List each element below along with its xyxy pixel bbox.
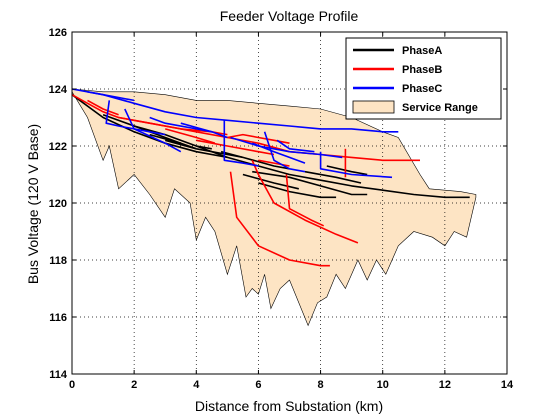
phaseb-line — [196, 139, 275, 156]
legend-label-phasea: PhaseA — [402, 45, 442, 57]
phasea-line — [258, 182, 337, 199]
y-tick-label: 126 — [49, 27, 67, 39]
phasec-line — [276, 139, 315, 153]
phasec-line — [251, 142, 306, 164]
phasea-line — [252, 170, 368, 196]
x-tick-label: 6 — [255, 379, 261, 391]
y-tick-label: 122 — [49, 141, 67, 153]
legend-label-phaseb: PhaseB — [402, 64, 442, 76]
phasea-line — [133, 125, 212, 150]
phaseb-line — [258, 159, 290, 167]
x-tick-label: 2 — [131, 379, 137, 391]
phaseb-line — [71, 94, 420, 162]
y-tick-label: 118 — [49, 255, 67, 267]
x-tick-label: 14 — [501, 379, 514, 391]
phasea-line — [71, 94, 470, 199]
chart-title: Feeder Voltage Profile — [220, 8, 359, 24]
plot-area: 0 2 4 6 8 10 12 14 114 116 118 120 122 124 126 PhaseA Ph… — [49, 27, 514, 391]
phasec-line — [71, 88, 399, 133]
y-tick-label: 116 — [49, 312, 67, 324]
phasea-line — [149, 133, 197, 150]
phasea-line — [220, 150, 290, 170]
legend-label-phasec: PhaseC — [402, 83, 442, 95]
y-axis-label: Bus Voltage (120 V Base) — [25, 124, 41, 284]
phasea-line — [242, 173, 299, 190]
phasea-line — [326, 165, 368, 176]
x-axis-label: Distance from Substation (km) — [195, 398, 383, 414]
phasec-line — [223, 120, 259, 167]
phaseb-line — [164, 128, 216, 144]
phaseb-line — [285, 174, 325, 227]
phasec-line — [105, 100, 166, 136]
y-tick-label: 114 — [49, 369, 68, 381]
phasea-line — [304, 170, 362, 184]
x-tick-label: 0 — [69, 379, 75, 391]
phasea-line — [196, 145, 228, 159]
x-tick-label: 10 — [377, 379, 389, 391]
legend-swatch-service-range — [352, 100, 395, 114]
phasec-line — [180, 122, 228, 139]
phasec-line — [230, 136, 343, 159]
phasec-line — [319, 151, 393, 179]
phasec-line — [87, 91, 135, 102]
y-tick-label: 124 — [49, 84, 68, 96]
x-tick-label: 12 — [439, 379, 451, 391]
phaseb-line — [118, 116, 228, 136]
phaseb-line — [229, 171, 330, 267]
phasec-line — [263, 131, 306, 173]
y-tick-label: 120 — [49, 198, 67, 210]
x-tick-label: 8 — [318, 379, 324, 391]
x-tick-label: 4 — [193, 379, 200, 391]
phaseb-line — [251, 159, 359, 244]
phasec-line — [124, 108, 182, 153]
phaseb-line — [87, 99, 119, 116]
legend-label-service-range: Service Range — [402, 102, 478, 114]
